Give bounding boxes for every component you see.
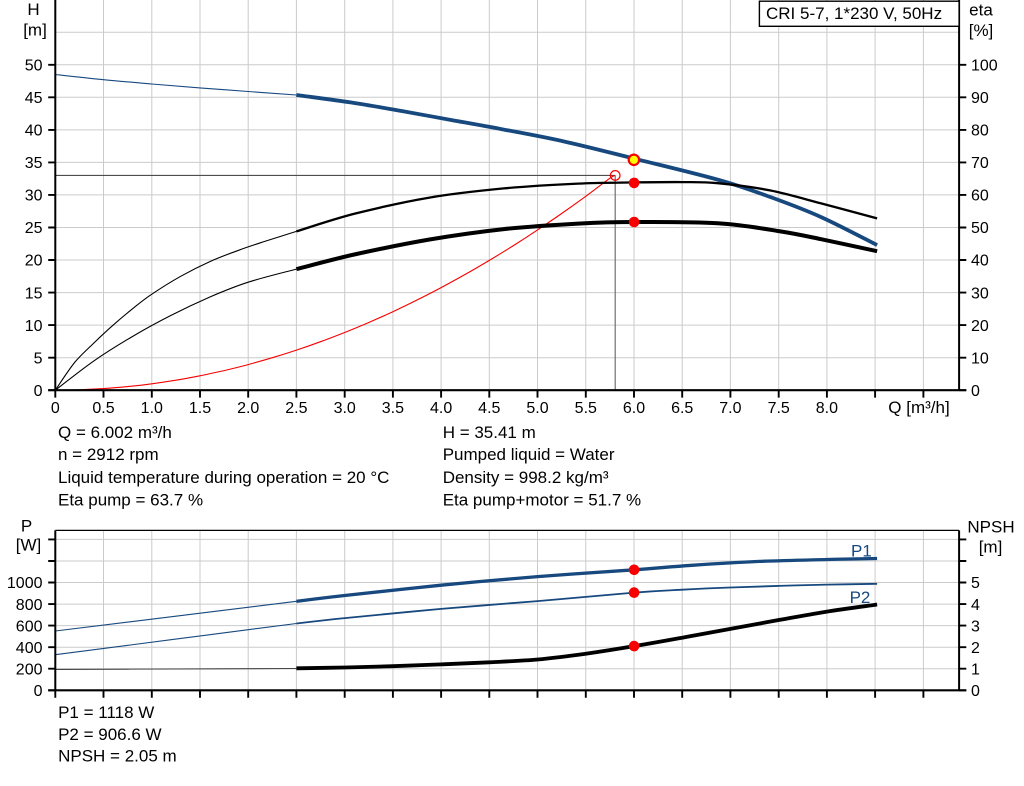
svg-text:30: 30	[25, 188, 43, 205]
svg-text:80: 80	[971, 123, 989, 140]
svg-text:3: 3	[971, 618, 980, 635]
svg-text:[m]: [m]	[23, 21, 47, 40]
svg-text:Density = 998.2 kg/m³: Density = 998.2 kg/m³	[443, 468, 609, 487]
svg-text:5.0: 5.0	[526, 400, 548, 417]
svg-text:45: 45	[25, 90, 43, 107]
svg-text:eta: eta	[969, 0, 993, 19]
svg-text:H = 35.41 m: H = 35.41 m	[443, 423, 536, 442]
svg-text:Q = 6.002 m³/h: Q = 6.002 m³/h	[58, 423, 172, 442]
svg-text:P2 = 906.6 W: P2 = 906.6 W	[58, 725, 161, 744]
svg-text:60: 60	[971, 188, 989, 205]
svg-text:90: 90	[971, 90, 989, 107]
svg-text:0: 0	[51, 400, 60, 417]
svg-text:NPSH: NPSH	[967, 518, 1014, 537]
svg-text:NPSH = 2.05 m: NPSH = 2.05 m	[58, 747, 177, 766]
svg-text:20: 20	[971, 318, 989, 335]
svg-text:50: 50	[971, 220, 989, 237]
svg-text:2: 2	[971, 640, 980, 657]
svg-text:Eta pump+motor = 51.7 %: Eta pump+motor = 51.7 %	[443, 490, 641, 509]
svg-text:7.5: 7.5	[768, 400, 790, 417]
svg-text:2.5: 2.5	[285, 400, 307, 417]
svg-text:0: 0	[971, 383, 980, 400]
svg-text:25: 25	[25, 220, 43, 237]
svg-text:[W]: [W]	[16, 535, 42, 554]
svg-text:400: 400	[16, 640, 43, 657]
svg-text:P1: P1	[851, 542, 872, 561]
svg-text:15: 15	[25, 285, 43, 302]
svg-text:100: 100	[971, 58, 998, 75]
svg-text:70: 70	[971, 155, 989, 172]
svg-text:0: 0	[34, 383, 43, 400]
svg-text:5: 5	[971, 575, 980, 592]
svg-text:n = 2912 rpm: n = 2912 rpm	[58, 445, 159, 464]
svg-text:35: 35	[25, 155, 43, 172]
svg-text:Eta pump = 63.7 %: Eta pump = 63.7 %	[58, 490, 203, 509]
svg-text:Pumped liquid = Water: Pumped liquid = Water	[443, 445, 615, 464]
svg-text:0: 0	[971, 683, 980, 700]
svg-text:40: 40	[25, 123, 43, 140]
svg-text:1000: 1000	[7, 575, 43, 592]
svg-text:H: H	[27, 0, 39, 19]
svg-text:3.5: 3.5	[382, 400, 404, 417]
svg-text:40: 40	[971, 253, 989, 270]
svg-text:4.5: 4.5	[478, 400, 500, 417]
svg-text:[m]: [m]	[979, 537, 1003, 556]
svg-text:200: 200	[16, 661, 43, 678]
svg-text:Liquid temperature during oper: Liquid temperature during operation = 20…	[58, 468, 389, 487]
svg-text:4.0: 4.0	[430, 400, 452, 417]
svg-text:7.0: 7.0	[719, 400, 741, 417]
svg-text:10: 10	[25, 318, 43, 335]
svg-text:2.0: 2.0	[237, 400, 259, 417]
svg-text:3.0: 3.0	[334, 400, 356, 417]
svg-text:1: 1	[971, 661, 980, 678]
svg-text:[%]: [%]	[969, 21, 994, 40]
svg-text:20: 20	[25, 253, 43, 270]
svg-text:P2: P2	[850, 588, 871, 607]
svg-text:0.5: 0.5	[92, 400, 114, 417]
svg-text:600: 600	[16, 618, 43, 635]
svg-text:5.5: 5.5	[575, 400, 597, 417]
svg-text:30: 30	[971, 285, 989, 302]
svg-text:50: 50	[25, 58, 43, 75]
svg-text:6.0: 6.0	[623, 400, 645, 417]
svg-text:6.5: 6.5	[671, 400, 693, 417]
svg-text:4: 4	[971, 597, 980, 614]
svg-text:P: P	[21, 517, 32, 536]
svg-text:CRI 5-7, 1*230 V, 50Hz: CRI 5-7, 1*230 V, 50Hz	[766, 4, 942, 23]
svg-text:0: 0	[34, 683, 43, 700]
svg-text:8.0: 8.0	[816, 400, 838, 417]
svg-text:1.0: 1.0	[141, 400, 163, 417]
svg-text:10: 10	[971, 350, 989, 367]
svg-text:800: 800	[16, 597, 43, 614]
svg-text:5: 5	[34, 350, 43, 367]
svg-text:1.5: 1.5	[189, 400, 211, 417]
svg-text:Q [m³/h]: Q [m³/h]	[888, 398, 949, 417]
svg-text:P1 = 1118 W: P1 = 1118 W	[58, 703, 154, 722]
